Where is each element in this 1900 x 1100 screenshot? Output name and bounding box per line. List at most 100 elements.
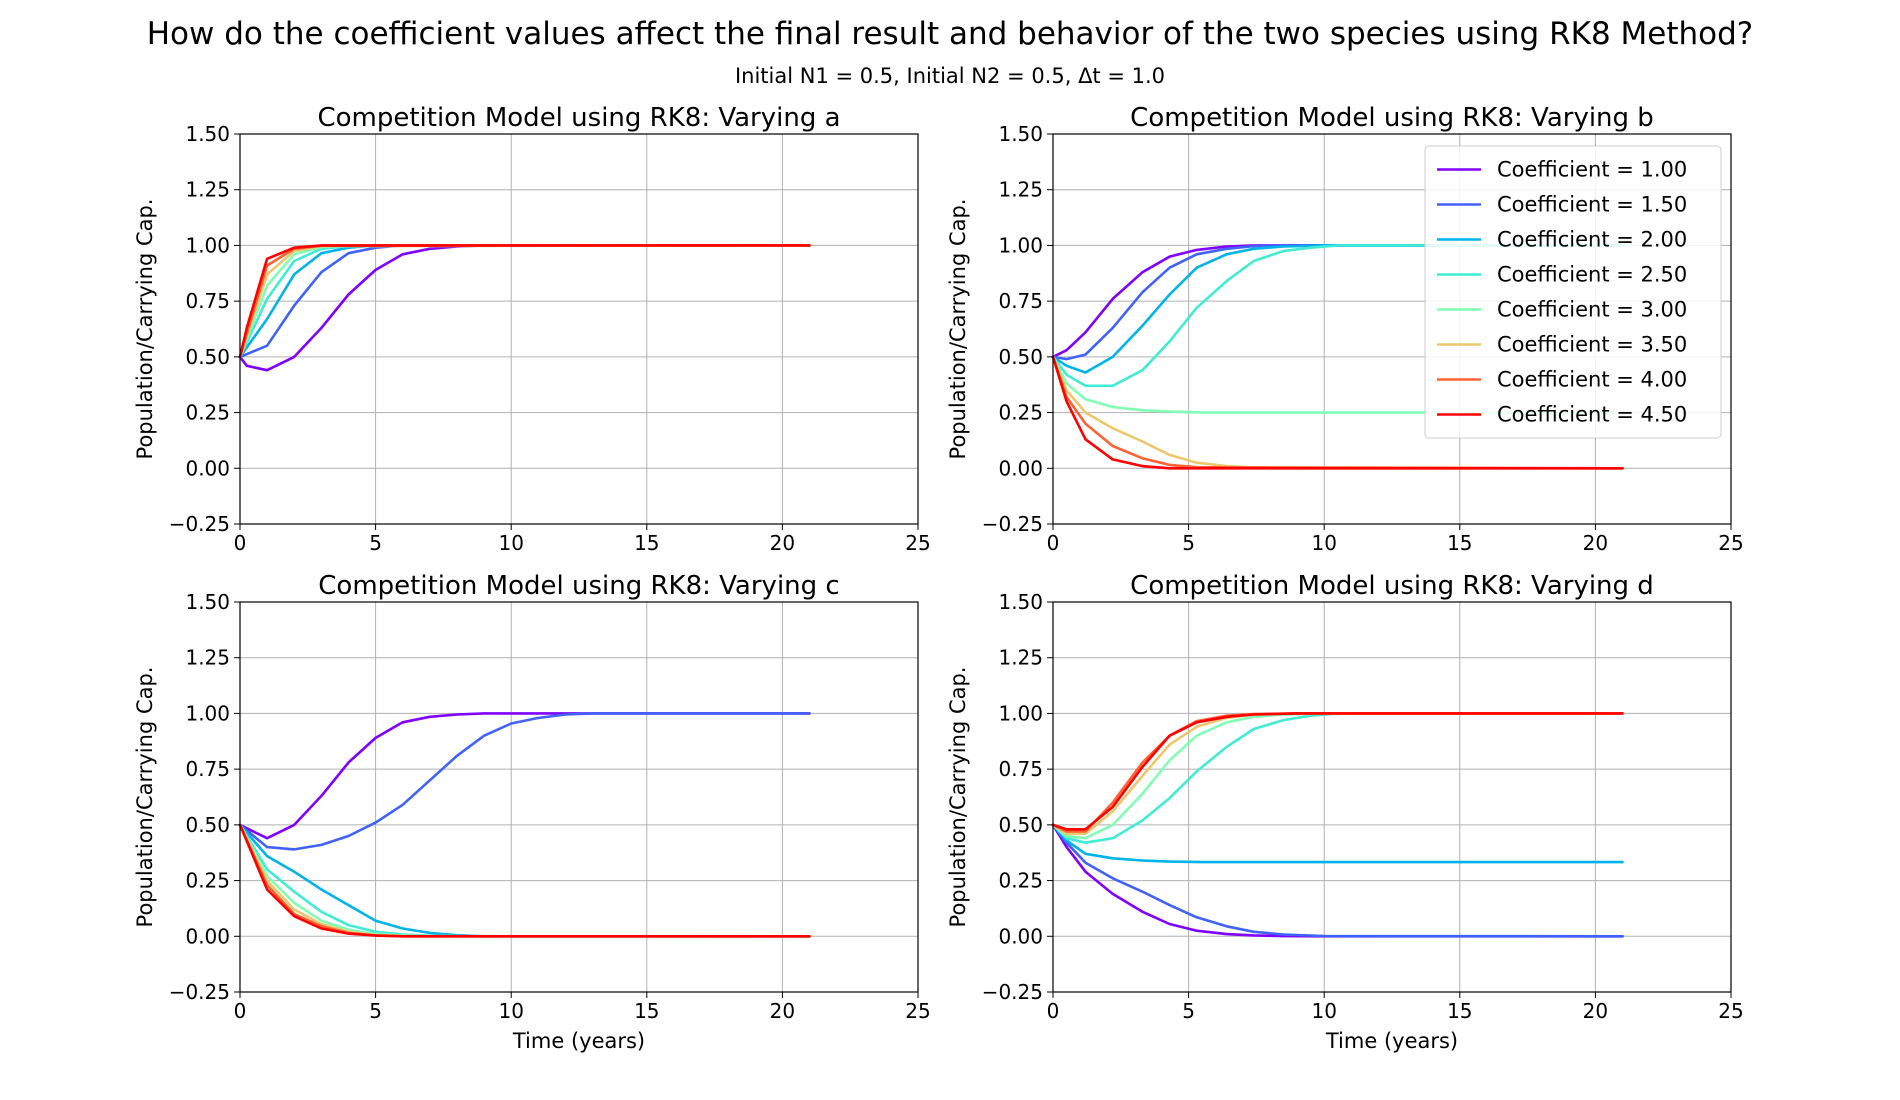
legend-label: Coefficient = 4.50 — [1497, 403, 1687, 427]
series-line-2 — [1051, 823, 1624, 938]
y-tick-label: 1.00 — [185, 701, 230, 725]
plot-frame — [1052, 601, 1732, 993]
y-tick-label: −0.25 — [982, 512, 1043, 536]
y-tick-label: 1.25 — [185, 178, 230, 202]
subplot-2: 0 5 10 15 20 25 −0.25 0.00 0.25 0.50 0.75 1.00 1.25 1… — [946, 103, 1744, 555]
y-tick-label: 0.25 — [185, 401, 230, 425]
x-tick-label: 5 — [369, 999, 382, 1023]
y-tick-label: 1.00 — [185, 233, 230, 257]
x-tick-label: 25 — [905, 999, 930, 1023]
x-tick-label: 0 — [1047, 999, 1060, 1023]
x-tick-label: 20 — [770, 999, 795, 1023]
y-tick-label: −0.25 — [169, 980, 230, 1004]
plot-frame — [1052, 133, 1732, 525]
figure-subtitle: Initial N1 = 0.5, Initial N2 = 0.5, Δt =… — [734, 64, 1166, 88]
figure-title: How do the coefficient values affect the… — [146, 16, 1754, 52]
y-tick-label: 0.00 — [185, 456, 230, 480]
series-line-1 — [1051, 823, 1624, 938]
legend-label: Coefficient = 2.50 — [1497, 263, 1687, 287]
y-tick-label: 0.75 — [185, 757, 230, 781]
x-axis-label: Time (years) — [512, 1029, 645, 1053]
series-line-5 — [1051, 355, 1624, 414]
y-tick-label: 0.25 — [998, 401, 1043, 425]
x-tick-label: 25 — [905, 531, 930, 555]
x-tick-label: 25 — [1718, 999, 1743, 1023]
y-tick-label: 0.50 — [185, 345, 230, 369]
y-tick-label: 1.25 — [185, 646, 230, 670]
y-tick-label: 0.00 — [998, 456, 1043, 480]
plot-frame — [239, 133, 919, 525]
y-tick-label: 0.25 — [998, 869, 1043, 893]
y-tick-label: 1.50 — [185, 590, 230, 614]
x-tick-label: 20 — [770, 531, 795, 555]
x-tick-label: 0 — [234, 999, 247, 1023]
legend-label: Coefficient = 3.50 — [1497, 333, 1687, 357]
legend-box — [1424, 145, 1722, 439]
y-tick-label: 0.25 — [185, 869, 230, 893]
x-tick-label: 10 — [498, 531, 523, 555]
series-line-2 — [1051, 244, 1624, 361]
series-line-2 — [238, 712, 811, 851]
y-tick-label: 1.00 — [998, 233, 1043, 257]
y-tick-label: 0.50 — [998, 345, 1043, 369]
legend: Coefficient = 1.00 Coefficient = 1.50 Coef… — [1424, 145, 1722, 439]
subplot-title: Competition Model using RK8: Varying d — [1130, 571, 1654, 601]
plot-frame — [239, 601, 919, 993]
y-axis-label: Population/Carrying Cap. — [133, 667, 157, 928]
legend-label: Coefficient = 4.00 — [1497, 368, 1687, 392]
y-tick-label: 1.25 — [998, 178, 1043, 202]
y-tick-label: 1.50 — [998, 590, 1043, 614]
y-tick-label: 1.00 — [998, 701, 1043, 725]
subplot-title: Competition Model using RK8: Varying a — [317, 103, 840, 133]
x-tick-label: 5 — [369, 531, 382, 555]
y-tick-label: 1.50 — [998, 122, 1043, 146]
legend-label: Coefficient = 1.50 — [1497, 193, 1687, 217]
x-tick-label: 15 — [634, 531, 659, 555]
x-axis-label: Time (years) — [1325, 1029, 1458, 1053]
series-line-3 — [1051, 244, 1624, 374]
y-tick-label: 1.25 — [998, 646, 1043, 670]
y-tick-label: 0.50 — [998, 813, 1043, 837]
series-line-8 — [238, 823, 811, 938]
y-tick-label: 0.50 — [185, 813, 230, 837]
y-tick-label: 0.75 — [998, 289, 1043, 313]
x-tick-label: 15 — [1447, 999, 1472, 1023]
subplot-4: 0 5 10 15 20 25 −0.25 0.00 0.25 0.50 0.75 1.00 1.25 1… — [946, 571, 1744, 1053]
y-tick-label: 1.50 — [185, 122, 230, 146]
series-line-8 — [1051, 355, 1624, 470]
x-tick-label: 15 — [1447, 531, 1472, 555]
x-tick-label: 0 — [234, 531, 247, 555]
series-line-1 — [238, 244, 811, 372]
x-tick-label: 10 — [498, 999, 523, 1023]
series-line-4 — [1051, 712, 1624, 845]
series-line-5 — [1051, 712, 1624, 840]
series-line-7 — [1051, 355, 1624, 470]
series-line-1 — [238, 712, 811, 840]
y-tick-label: −0.25 — [982, 980, 1043, 1004]
y-tick-label: −0.25 — [169, 512, 230, 536]
y-axis-label: Population/Carrying Cap. — [133, 199, 157, 460]
series-line-8 — [238, 244, 811, 359]
y-axis-label: Population/Carrying Cap. — [946, 667, 970, 928]
x-tick-label: 15 — [634, 999, 659, 1023]
x-tick-label: 20 — [1583, 999, 1608, 1023]
x-tick-label: 20 — [1583, 531, 1608, 555]
x-tick-label: 25 — [1718, 531, 1743, 555]
x-tick-label: 5 — [1182, 531, 1195, 555]
legend-label: Coefficient = 1.00 — [1497, 158, 1687, 182]
legend-label: Coefficient = 3.00 — [1497, 298, 1687, 322]
subplot-title: Competition Model using RK8: Varying c — [318, 571, 839, 601]
subplot-title: Competition Model using RK8: Varying b — [1130, 103, 1654, 133]
subplot-1: 0 5 10 15 20 25 −0.25 0.00 0.25 0.50 0.75 1.00 1.25 1… — [133, 103, 931, 555]
x-tick-label: 10 — [1311, 999, 1336, 1023]
series-line-8 — [1051, 712, 1624, 831]
x-tick-label: 0 — [1047, 531, 1060, 555]
y-tick-label: 0.00 — [185, 924, 230, 948]
subplot-3: 0 5 10 15 20 25 −0.25 0.00 0.25 0.50 0.75 1.00 1.25 1… — [133, 571, 931, 1053]
y-tick-label: 0.75 — [998, 757, 1043, 781]
y-tick-label: 0.00 — [998, 924, 1043, 948]
legend-label: Coefficient = 2.00 — [1497, 228, 1687, 252]
series-line-4 — [1051, 244, 1624, 388]
x-tick-label: 10 — [1311, 531, 1336, 555]
